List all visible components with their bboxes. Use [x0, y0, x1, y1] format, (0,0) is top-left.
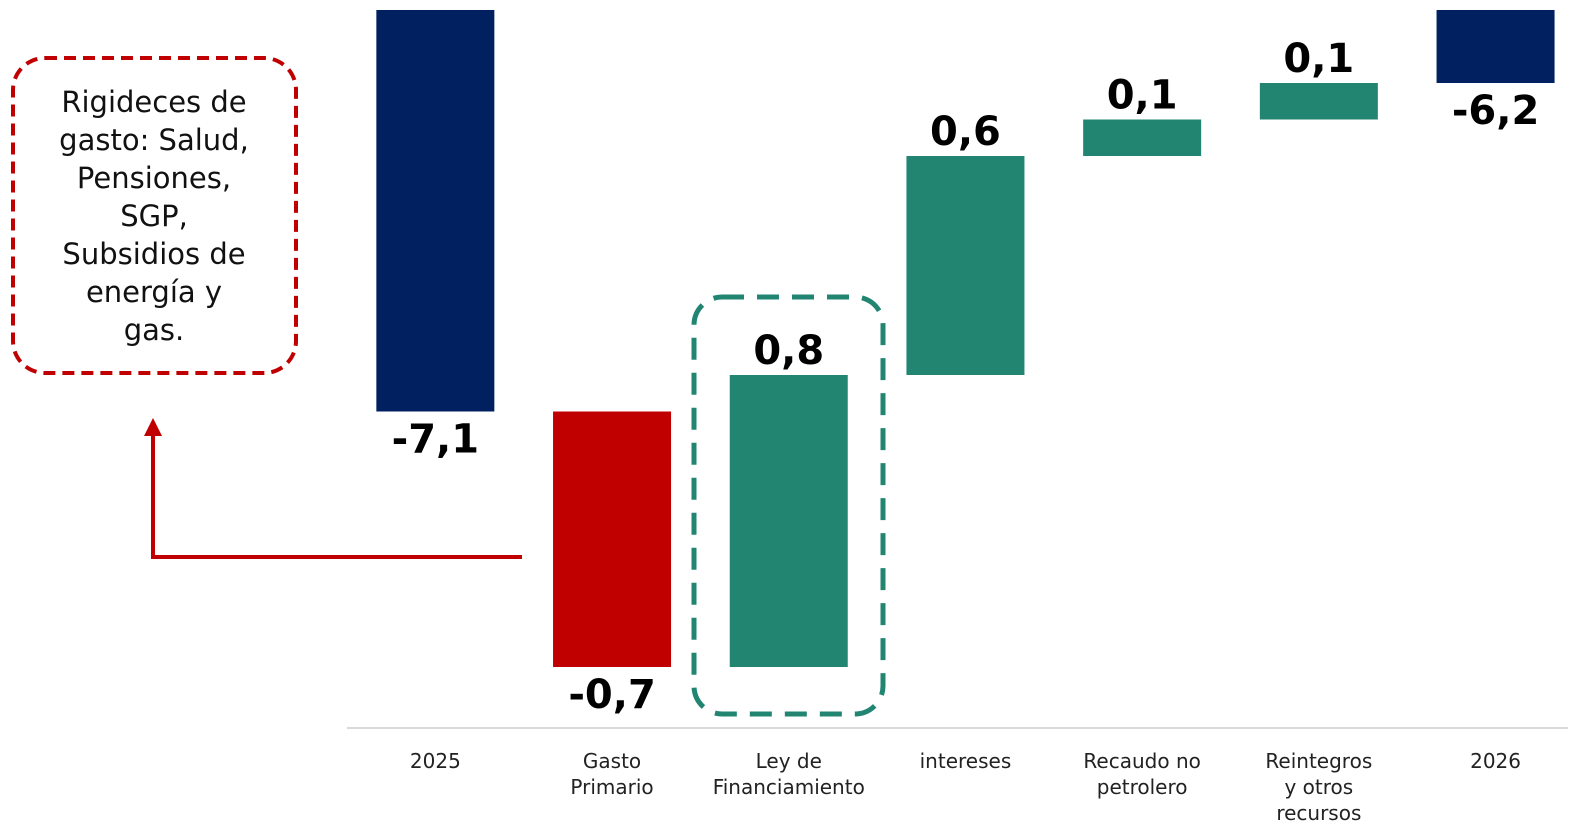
annotation-line: SGP,: [120, 199, 188, 233]
annotation-line: Pensiones,: [77, 161, 231, 195]
annotation-text: Rigideces de gasto: Salud, Pensiones, SGP, S…: [59, 85, 249, 347]
bar: [729, 375, 848, 667]
x-tick-label: 2025: [409, 749, 461, 773]
value-label: 0,1: [1283, 36, 1354, 82]
annotation-line: gasto: Salud,: [59, 123, 249, 157]
arrow-head: [144, 418, 162, 436]
annotation-line: Subsidios de: [62, 237, 245, 271]
value-label: -0,7: [568, 672, 655, 718]
value-label: 0,8: [753, 328, 824, 374]
x-tick-label: Ley de Financiamiento: [712, 749, 865, 799]
bar: [553, 411, 672, 667]
bar: [1259, 83, 1378, 120]
value-label: -7,1: [392, 417, 479, 463]
x-tick-label: intereses: [919, 749, 1012, 773]
x-tick-label: Gasto Primario: [570, 749, 654, 799]
x-tick-label: Reintegros y otros recursos: [1265, 749, 1373, 825]
bar: [1436, 10, 1555, 83]
bar: [906, 156, 1025, 375]
value-label: 0,1: [1107, 73, 1178, 119]
value-label: -6,2: [1452, 88, 1539, 134]
bar: [1083, 119, 1202, 156]
x-tick-label: Recaudo no petrolero: [1083, 749, 1201, 799]
annotation-line: Rigideces de: [61, 85, 246, 119]
bar: [376, 10, 495, 412]
annotation-line: energía y: [86, 275, 222, 309]
highlight-box: [691, 294, 886, 717]
arrow: [151, 432, 522, 559]
value-label: 0,6: [930, 109, 1001, 155]
x-tick-label: 2026: [1470, 749, 1521, 773]
annotation-line: gas.: [124, 313, 185, 347]
